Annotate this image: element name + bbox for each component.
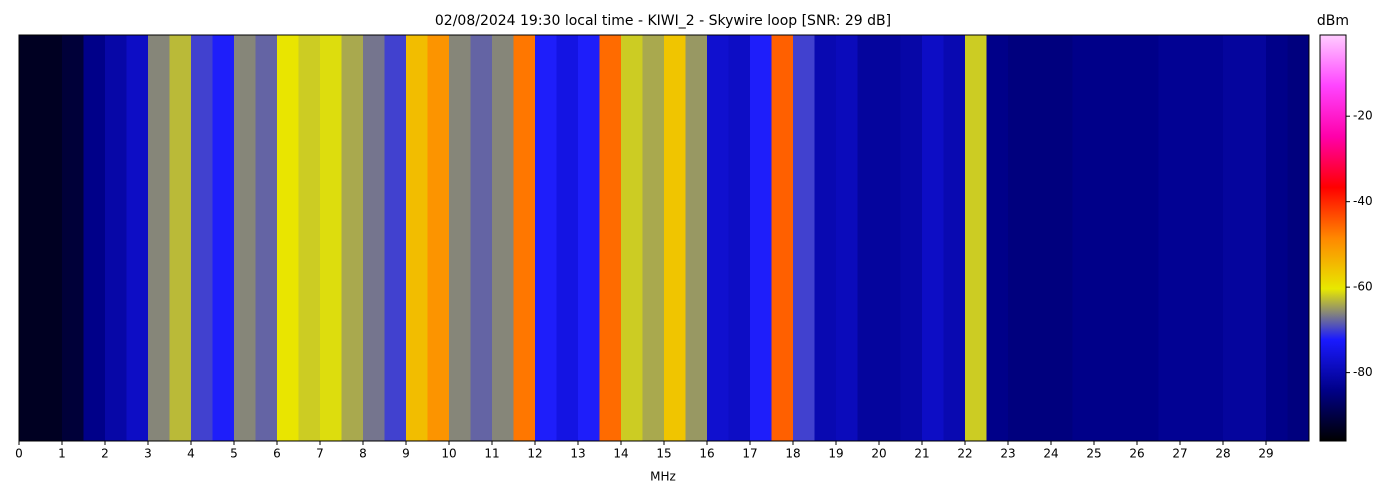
heat-cell [814,35,837,441]
colorbar-label: dBm [1317,13,1349,29]
x-tick-label: 1 [58,447,66,461]
x-tick-label: 6 [273,447,281,461]
heat-cell [599,35,622,441]
heat-cell [320,35,342,441]
heat-cell [1094,35,1116,441]
heat-cell [965,35,987,441]
heat-cell [513,35,536,441]
heat-cell [19,35,41,441]
x-tick-label: 8 [359,447,367,461]
heat-cell [1244,35,1267,441]
heat-cell [169,35,192,441]
heat-cell [771,35,794,441]
heat-cell [642,35,665,441]
heat-cell [298,35,321,441]
x-tick-label: 16 [699,447,714,461]
x-tick-label: 21 [914,447,929,461]
heat-cell [470,35,493,441]
x-tick-label: 4 [187,447,195,461]
x-tick-label: 23 [1000,447,1015,461]
heat-cell [126,35,149,441]
heat-cell [986,35,1009,441]
x-tick-label: 28 [1215,447,1230,461]
x-tick-label: 19 [828,447,843,461]
heat-cell [750,35,772,441]
heat-cell [1072,35,1095,441]
x-tick-label: 14 [613,447,628,461]
heat-cell [664,35,686,441]
heat-cell [449,35,471,441]
heat-cell [1115,35,1138,441]
heat-cell [900,35,923,441]
x-tick-label: 3 [144,447,152,461]
heat-cell [148,35,170,441]
colorbar-tick-label: -60 [1353,280,1373,294]
heat-cell [556,35,579,441]
heat-cell [406,35,428,441]
x-tick-label: 9 [402,447,410,461]
x-tick-label: 2 [101,447,109,461]
colorbar-tick-label: -20 [1353,109,1373,123]
x-tick-label: 7 [316,447,324,461]
heat-cell [255,35,278,441]
heat-cell [1180,35,1202,441]
heat-cell [234,35,256,441]
x-tick-label: 10 [441,447,456,461]
x-tick-label: 17 [742,447,757,461]
x-tick-label: 24 [1043,447,1058,461]
x-tick-label: 27 [1172,447,1187,461]
x-tick-label: 15 [656,447,671,461]
heat-cell [1137,35,1159,441]
heat-cell [363,35,385,441]
heat-cell [341,35,364,441]
heat-cell [105,35,127,441]
x-tick-label: 29 [1258,447,1273,461]
heat-cell [578,35,600,441]
x-tick-label: 18 [785,447,800,461]
x-tick-label: 25 [1086,447,1101,461]
heat-cell [384,35,407,441]
heat-cell [879,35,901,441]
colorbar-tick-label: -80 [1353,365,1373,379]
heat-cell [277,35,299,441]
colorbar-tick-label: -40 [1353,194,1373,208]
heat-cell [943,35,966,441]
heat-cell [212,35,235,441]
colorbar [1319,34,1347,442]
heat-cell [535,35,557,441]
heat-cell [728,35,751,441]
x-tick-label: 22 [957,447,972,461]
heat-cell [1287,35,1310,441]
chart-title: 02/08/2024 19:30 local time - KIWI_2 - S… [435,13,891,29]
x-tick-label: 13 [570,447,585,461]
heat-cell [707,35,729,441]
heat-cell [427,35,450,441]
x-tick-label: 5 [230,447,238,461]
heat-cell [62,35,84,441]
heat-cell [1266,35,1288,441]
heat-cell [40,35,63,441]
heat-cell [857,35,880,441]
heat-cell [492,35,514,441]
heat-cell [1029,35,1052,441]
heat-cell [685,35,708,441]
heat-cell [621,35,643,441]
heat-cell [836,35,858,441]
x-axis-label: MHz [650,470,676,484]
heat-cell [1051,35,1073,441]
x-tick-label: 20 [871,447,886,461]
x-tick-label: 11 [484,447,499,461]
heat-cell [1201,35,1224,441]
x-tick-label: 26 [1129,447,1144,461]
heat-cell [83,35,106,441]
heat-cell [191,35,213,441]
heat-cell [1158,35,1181,441]
x-tick-label: 0 [15,447,23,461]
x-tick-label: 12 [527,447,542,461]
heat-cell [1223,35,1245,441]
heat-cell [1008,35,1030,441]
heat-cell [922,35,944,441]
heat-cell [793,35,815,441]
